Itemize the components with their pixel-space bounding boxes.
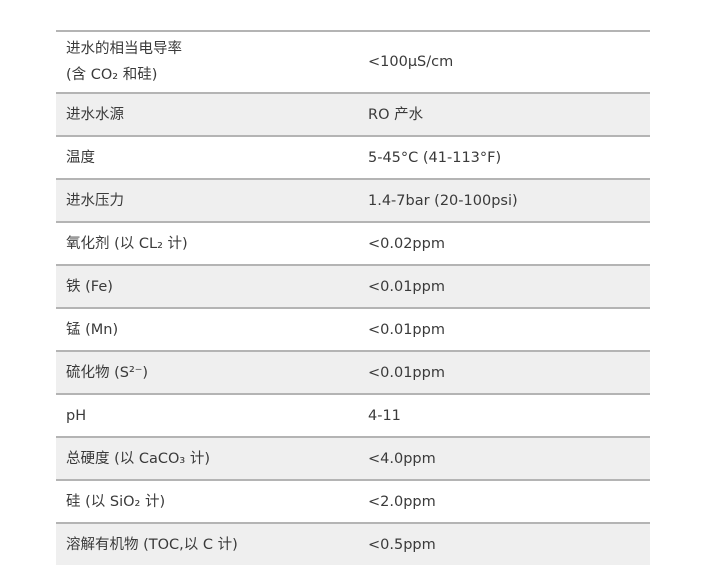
table-row: 总硬度 (以 CaCO₃ 计) <4.0ppm: [56, 437, 650, 481]
parameter-name: 氧化剂 (以 CL₂ 计): [56, 222, 358, 266]
parameter-value: <0.01ppm: [358, 265, 650, 309]
parameter-value: 1.4-7bar (20-100psi): [358, 179, 650, 223]
table-row: 锰 (Mn) <0.01ppm: [56, 308, 650, 352]
parameter-value: <0.01ppm: [358, 351, 650, 395]
parameter-name: 铁 (Fe): [56, 265, 358, 309]
parameter-value: <0.02ppm: [358, 222, 650, 266]
parameter-name: 总硬度 (以 CaCO₃ 计): [56, 437, 358, 481]
parameter-value: RO 产水: [358, 93, 650, 137]
feed-water-spec-table: 进水的相当电导率 (含 CO₂ 和硅) <100μS/cm 进水水源 RO 产水温度 5-…: [56, 30, 650, 565]
parameter-value: <100μS/cm: [358, 31, 650, 94]
table-row: 温度 5-45°C (41-113°F): [56, 136, 650, 180]
parameter-name: 进水水源: [56, 93, 358, 137]
parameter-value: 4-11: [358, 394, 650, 438]
table-row: 硫化物 (S²⁻) <0.01ppm: [56, 351, 650, 395]
parameter-label: pH: [66, 407, 87, 424]
parameter-name: 硫化物 (S²⁻): [56, 351, 358, 395]
parameter-label: 锰 (Mn): [66, 321, 119, 338]
parameter-label: 进水的相当电导率: [66, 41, 182, 57]
parameter-label: 硫化物 (S²⁻): [66, 364, 149, 381]
parameter-name: 进水压力: [56, 179, 358, 223]
parameter-label: 硅 (以 SiO₂ 计): [66, 493, 166, 510]
table-row: 氧化剂 (以 CL₂ 计) <0.02ppm: [56, 222, 650, 266]
parameter-label: 进水压力: [66, 192, 124, 209]
parameter-name: 进水的相当电导率 (含 CO₂ 和硅): [56, 31, 358, 94]
table-row: 硅 (以 SiO₂ 计) <2.0ppm: [56, 480, 650, 524]
parameter-name: pH: [56, 394, 358, 438]
table-row: 进水压力 1.4-7bar (20-100psi): [56, 179, 650, 223]
table-row: 铁 (Fe) <0.01ppm: [56, 265, 650, 309]
table-row: pH 4-11: [56, 394, 650, 438]
parameter-value: <2.0ppm: [358, 480, 650, 524]
parameter-name: 硅 (以 SiO₂ 计): [56, 480, 358, 524]
parameter-label: 进水水源: [66, 106, 124, 123]
parameter-name: 温度: [56, 136, 358, 180]
table-row: 进水水源 RO 产水: [56, 93, 650, 137]
parameter-value: <0.5ppm: [358, 523, 650, 565]
parameter-label: 总硬度 (以 CaCO₃ 计): [66, 450, 211, 467]
table-row: 进水的相当电导率 (含 CO₂ 和硅) <100μS/cm: [56, 31, 650, 94]
parameter-value: <0.01ppm: [358, 308, 650, 352]
parameter-label: 铁 (Fe): [66, 278, 113, 295]
parameter-name: 锰 (Mn): [56, 308, 358, 352]
table-row: 溶解有机物 (TOC,以 C 计) <0.5ppm: [56, 523, 650, 565]
parameter-name: 溶解有机物 (TOC,以 C 计): [56, 523, 358, 565]
parameter-value: 5-45°C (41-113°F): [358, 136, 650, 180]
parameter-label: 氧化剂 (以 CL₂ 计): [66, 235, 188, 252]
parameter-label: 温度: [66, 149, 95, 166]
parameter-label: 溶解有机物 (TOC,以 C 计): [66, 536, 238, 553]
parameter-label-note: (含 CO₂ 和硅): [66, 67, 158, 83]
parameter-value: <4.0ppm: [358, 437, 650, 481]
